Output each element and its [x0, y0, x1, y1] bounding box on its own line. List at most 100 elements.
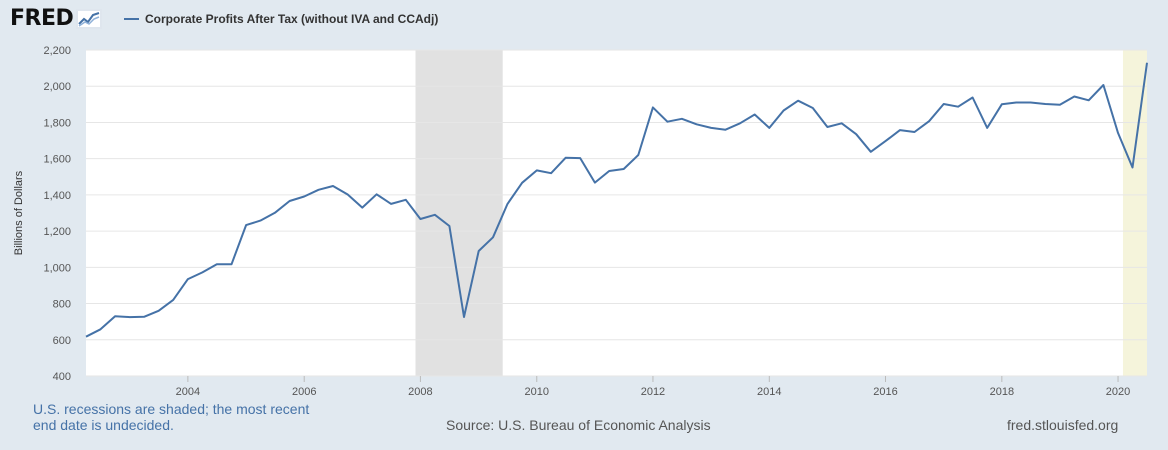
- data-point: [797, 100, 799, 102]
- legend-series-label: Corporate Profits After Tax (without IVA…: [145, 12, 439, 26]
- plot-area: [86, 50, 1147, 376]
- data-point: [943, 103, 945, 105]
- data-point: [870, 151, 872, 153]
- data-point: [855, 133, 857, 135]
- data-point: [114, 315, 116, 317]
- site-url-link[interactable]: fred.stlouisfed.org: [1007, 417, 1119, 433]
- data-point: [347, 194, 349, 196]
- y-tick-label: 2,200: [43, 45, 71, 57]
- y-tick-label: 1,000: [43, 262, 71, 274]
- y-tick-label: 1,200: [43, 226, 71, 238]
- data-point: [405, 199, 407, 201]
- data-point: [550, 172, 552, 174]
- data-point: [739, 122, 741, 124]
- data-point: [99, 328, 101, 330]
- data-point: [812, 107, 814, 109]
- recession-band-2: [1122, 50, 1147, 376]
- y-tick-label: 1,400: [43, 190, 71, 202]
- data-point: [565, 157, 567, 159]
- y-tick-label: 1,800: [43, 117, 71, 129]
- fred-logo[interactable]: FRED: [10, 6, 103, 31]
- y-tick-label: 1,600: [43, 154, 71, 166]
- data-point: [957, 106, 959, 108]
- data-point: [913, 131, 915, 133]
- x-tick-label: 2018: [990, 386, 1014, 398]
- y-tick-label: 2,000: [43, 81, 71, 93]
- data-point: [1044, 103, 1046, 105]
- data-point: [1059, 104, 1061, 106]
- source-text: Source: U.S. Bureau of Economic Analysis: [446, 417, 711, 433]
- data-point: [986, 127, 988, 129]
- data-point: [143, 316, 145, 318]
- data-point: [318, 189, 320, 191]
- data-point: [376, 193, 378, 195]
- x-tick-label: 2008: [408, 386, 432, 398]
- data-point: [85, 336, 87, 338]
- data-point: [1015, 102, 1017, 104]
- data-point: [245, 224, 247, 226]
- data-point: [506, 203, 508, 205]
- data-point: [434, 214, 436, 216]
- data-point: [303, 196, 305, 198]
- data-point: [1073, 96, 1075, 98]
- series-line: [85, 62, 1148, 338]
- recession-note: U.S. recessions are shaded; the most rec…: [33, 401, 310, 433]
- data-point: [623, 168, 625, 170]
- data-point: [768, 127, 770, 129]
- data-point: [448, 225, 450, 227]
- data-point: [1001, 103, 1003, 105]
- data-point: [201, 271, 203, 273]
- data-point: [696, 123, 698, 125]
- data-point: [129, 316, 131, 318]
- data-point: [899, 129, 901, 131]
- data-point: [230, 263, 232, 265]
- logo-chart-icon: [76, 8, 103, 29]
- data-point: [216, 263, 218, 265]
- data-point: [1088, 99, 1090, 101]
- data-point: [754, 113, 756, 115]
- data-point: [1117, 132, 1119, 134]
- data-point: [172, 299, 174, 301]
- data-point: [826, 126, 828, 128]
- data-point: [928, 120, 930, 122]
- chart-legend: Corporate Profits After Tax (without IVA…: [124, 12, 438, 26]
- y-tick-label: 600: [53, 335, 71, 347]
- data-point: [158, 310, 160, 312]
- fred-logo-text: FRED: [10, 6, 74, 31]
- data-point: [594, 182, 596, 184]
- data-point: [710, 127, 712, 129]
- data-point: [841, 122, 843, 124]
- data-point: [361, 207, 363, 209]
- data-point: [478, 250, 480, 252]
- x-tick-label: 2012: [641, 386, 665, 398]
- data-point: [390, 203, 392, 205]
- data-point: [1132, 167, 1134, 169]
- x-tick-label: 2010: [525, 386, 549, 398]
- data-point: [259, 220, 261, 222]
- data-point: [463, 316, 465, 318]
- data-point: [492, 236, 494, 238]
- data-point: [972, 96, 974, 98]
- recession-band-1: [415, 50, 503, 376]
- data-point: [725, 129, 727, 131]
- data-point: [637, 154, 639, 156]
- data-point: [652, 106, 654, 108]
- data-point: [521, 182, 523, 184]
- legend-swatch: [124, 18, 139, 20]
- x-tick-label: 2020: [1106, 386, 1130, 398]
- x-tick-label: 2006: [292, 386, 316, 398]
- y-tick-label: 800: [53, 299, 71, 311]
- data-point: [681, 118, 683, 120]
- y-tick-label: 400: [53, 371, 71, 383]
- data-point: [579, 157, 581, 159]
- data-point: [783, 109, 785, 111]
- x-tick-label: 2004: [176, 386, 200, 398]
- data-point: [332, 185, 334, 187]
- data-point: [419, 218, 421, 220]
- x-tick-label: 2016: [873, 386, 897, 398]
- data-point: [608, 170, 610, 172]
- y-axis-title: Billions of Dollars: [13, 170, 25, 255]
- data-point: [274, 212, 276, 214]
- data-point: [187, 278, 189, 280]
